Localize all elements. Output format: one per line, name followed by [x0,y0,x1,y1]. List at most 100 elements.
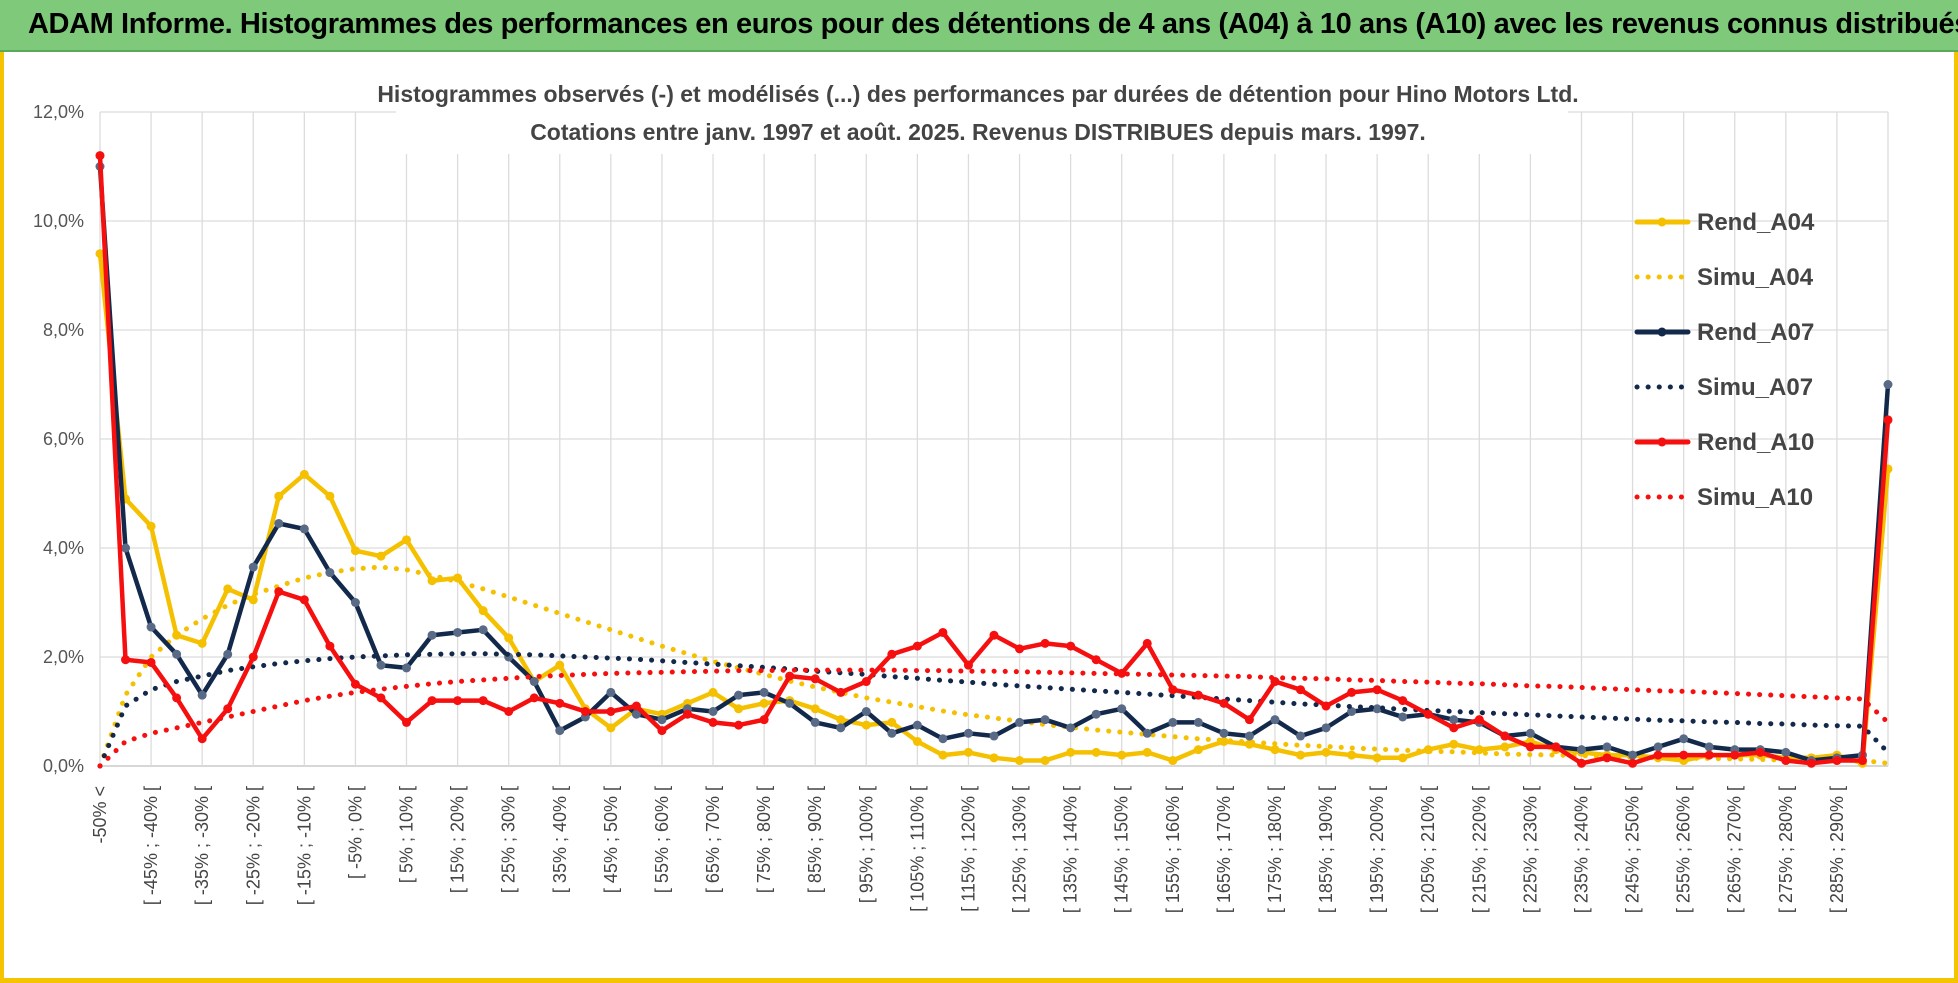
data-point-rend_a04 [1321,747,1331,757]
y-tick-label: 12,0% [33,102,84,122]
data-point-rend_a04 [376,551,386,561]
x-tick-label: [ 185% ; 190% [ [1316,786,1336,913]
data-point-rend_a07 [223,649,233,659]
data-point-rend_a07 [350,598,360,607]
legend-label-simu_a07: Simu_A07 [1697,374,1813,401]
x-tick-label: [ -25% ; -20% [ [243,786,263,905]
data-point-rend_a07 [989,731,999,741]
data-point-rend_a07 [631,709,641,719]
y-tick-label: 10,0% [33,211,84,231]
data-point-rend_a10 [172,693,182,703]
data-point-rend_a10 [274,587,284,597]
data-point-rend_a10 [734,720,744,730]
data-point-rend_a10 [963,660,973,670]
data-point-rend_a07 [708,707,718,716]
data-point-rend_a10 [1117,668,1127,678]
data-point-rend_a04 [1270,745,1280,755]
data-point-rend_a04 [427,576,437,586]
data-point-rend_a10 [299,595,309,605]
data-point-rend_a04 [734,704,744,714]
data-point-rend_a07 [912,720,922,730]
data-point-rend_a04 [708,687,718,697]
data-point-rend_a10 [1040,638,1050,648]
data-point-rend_a04 [1296,750,1306,760]
series-line-simu_a07 [97,651,1891,769]
data-point-rend_a10 [1398,696,1408,706]
data-point-rend_a10 [1806,758,1816,768]
data-point-rend_a04 [1347,750,1357,760]
data-point-rend_a10 [146,657,156,667]
x-tick-label: [ 5% ; 10% [ [397,786,417,883]
data-point-rend_a07 [1372,704,1382,714]
data-point-rend_a07 [478,625,488,635]
data-point-rend_a10 [657,726,667,736]
data-point-rend_a07 [248,562,258,572]
data-point-rend_a10 [529,693,539,703]
data-point-rend_a04 [197,638,207,648]
data-point-rend_a10 [95,151,105,161]
data-point-rend_a04 [1142,747,1152,757]
data-point-rend_a04 [504,633,514,643]
x-tick-label: [ 105% ; 110% [ [907,786,927,912]
data-point-rend_a07 [1040,715,1050,725]
data-point-rend_a07 [963,728,973,738]
data-point-rend_a10 [1653,750,1663,760]
data-point-rend_a04 [1015,756,1025,766]
y-tick-label: 2,0% [43,647,84,667]
data-point-rend_a10 [1423,709,1433,719]
data-point-rend_a07 [861,707,871,716]
data-point-rend_a10 [580,707,590,716]
data-point-rend_a07 [1883,380,1893,389]
data-point-rend_a10 [1244,715,1254,725]
data-point-rend_a10 [1525,742,1535,752]
x-tick-label: [ 45% ; 50% [ [601,786,621,893]
y-tick-label: 4,0% [43,538,84,558]
data-point-rend_a10 [861,677,871,687]
data-point-rend_a10 [708,717,718,727]
data-point-rend_a10 [350,679,360,689]
data-point-rend_a10 [1551,742,1561,752]
data-point-rend_a10 [631,701,641,711]
data-point-rend_a07 [1347,707,1357,716]
report-frame [0,52,1958,983]
data-point-rend_a07 [1296,731,1306,741]
x-tick-label: [ -15% ; -10% [ [294,786,314,905]
data-point-rend_a07 [1168,717,1178,727]
data-point-rend_a04 [1117,750,1127,760]
legend-label-rend_a04: Rend_A04 [1697,209,1815,236]
data-point-rend_a07 [1398,712,1408,722]
x-tick-label: [ 95% ; 100% [ [856,786,876,903]
legend-label-rend_a10: Rend_A10 [1697,429,1814,456]
data-point-rend_a10 [1066,641,1076,651]
data-point-rend_a10 [1602,753,1612,763]
y-tick-label: 8,0% [43,320,84,340]
x-tick-label: [ 245% ; 250% [ [1623,786,1643,913]
data-point-rend_a07 [785,698,795,708]
data-point-rend_a10 [555,698,565,708]
data-point-rend_a04 [861,720,871,730]
data-point-rend_a04 [402,535,412,545]
x-tick-label: -50% < [90,786,110,844]
data-point-rend_a04 [836,715,846,725]
data-point-rend_a04 [887,717,897,727]
x-tick-label: [ 145% ; 150% [ [1112,786,1132,913]
data-point-rend_a04 [350,546,360,556]
data-point-rend_a04 [95,249,105,259]
chart-grid [99,111,1889,767]
data-point-rend_a10 [810,674,820,684]
data-point-rend_a10 [453,696,463,706]
data-point-rend_a10 [1857,756,1867,766]
data-point-rend_a10 [1500,731,1510,741]
x-tick-label: [ 65% ; 70% [ [703,786,723,893]
x-tick-label: [ 215% ; 220% [ [1469,786,1489,913]
x-tick-label: [ 15% ; 20% [ [448,786,468,893]
x-tick-label: [ 85% ; 90% [ [805,786,825,893]
data-point-rend_a10 [1576,758,1586,768]
data-point-rend_a04 [1500,742,1510,752]
data-point-rend_a10 [223,704,233,714]
data-point-rend_a04 [912,736,922,746]
data-point-rend_a07 [1193,717,1203,727]
data-point-rend_a07 [938,734,948,744]
data-point-rend_a04 [325,491,335,501]
data-point-rend_a10 [1372,685,1382,695]
